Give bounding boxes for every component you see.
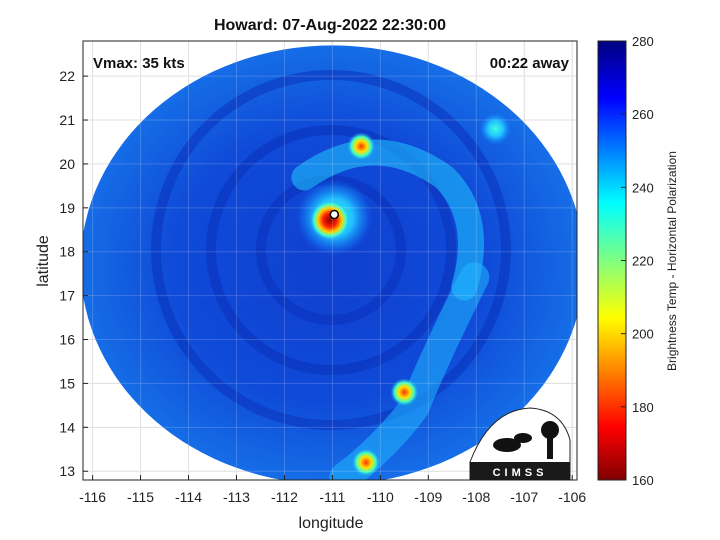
feature-layer [291, 112, 512, 480]
brightness-temp-swath [83, 45, 577, 480]
colorbar-tick-label: 280 [632, 34, 654, 49]
x-tick-label: -113 [223, 489, 250, 505]
x-tick-label: -111 [319, 489, 345, 505]
y-tick-label: 15 [59, 375, 75, 391]
y-tick-label: 18 [59, 244, 75, 260]
x-tick-label: -116 [79, 489, 106, 505]
colorbar-ticks: 160 180 200 220 240 260 280 [621, 34, 654, 488]
y-tick-label: 17 [59, 288, 75, 304]
y-axis-label: latitude [35, 235, 52, 287]
y-tick-label: 13 [59, 463, 75, 479]
colorbar-tick-label: 160 [632, 473, 654, 488]
northeast-band-mark [479, 112, 512, 145]
x-tick-label: -115 [127, 489, 154, 505]
grid-overlay [83, 41, 577, 480]
north-band-mark [347, 132, 376, 161]
south-band-tail-mark [351, 448, 380, 477]
y-tick-label: 16 [59, 332, 75, 348]
x-tick-label: -107 [510, 489, 538, 505]
colorbar-tick-label: 200 [632, 327, 654, 342]
vmax-annotation: Vmax: 35 kts [93, 55, 185, 72]
colorbar-tick-label: 180 [632, 400, 654, 415]
x-tick-label: -110 [367, 489, 394, 505]
colorbar-tick-label: 220 [632, 254, 654, 269]
x-axis-label: longitude [299, 515, 364, 532]
colorbar-label: Brightness Temp - Horizontal Polarizatio… [665, 151, 679, 371]
axes-frame [82, 40, 578, 481]
colorbar-tick-label: 260 [632, 107, 654, 122]
logo-text: CIMSS [493, 467, 548, 479]
cimss-logo: CIMSS [469, 407, 571, 481]
y-tick-label: 22 [59, 68, 75, 84]
x-tick-label: -106 [558, 489, 586, 505]
y-tick-label: 21 [59, 112, 75, 128]
storm-center-marker [329, 209, 340, 220]
y-tick-label: 14 [59, 419, 75, 435]
eyewall-mark [310, 200, 350, 241]
y-tick-label: 19 [59, 200, 75, 216]
x-tick-label: -114 [175, 489, 202, 505]
south-band-mark [390, 378, 419, 407]
x-tick-label: -112 [271, 489, 298, 505]
colorbar-tick-label: 240 [632, 180, 654, 195]
x-tick-label: -109 [414, 489, 442, 505]
spiral-band-north [291, 139, 484, 301]
x-tick-label: -108 [462, 489, 490, 505]
y-tick-label: 20 [59, 156, 75, 172]
plot-area [83, 41, 577, 480]
time-away-annotation: 00:22 away [490, 55, 570, 72]
x-axis: -116 -115 -114 -113 -112 -111 -110 -109 -108 -107… [79, 475, 586, 505]
y-axis: 13 14 15 16 17 18 19 20 21 22 [59, 68, 88, 479]
chart-title: Howard: 07-Aug-2022 22:30:00 [214, 17, 446, 34]
